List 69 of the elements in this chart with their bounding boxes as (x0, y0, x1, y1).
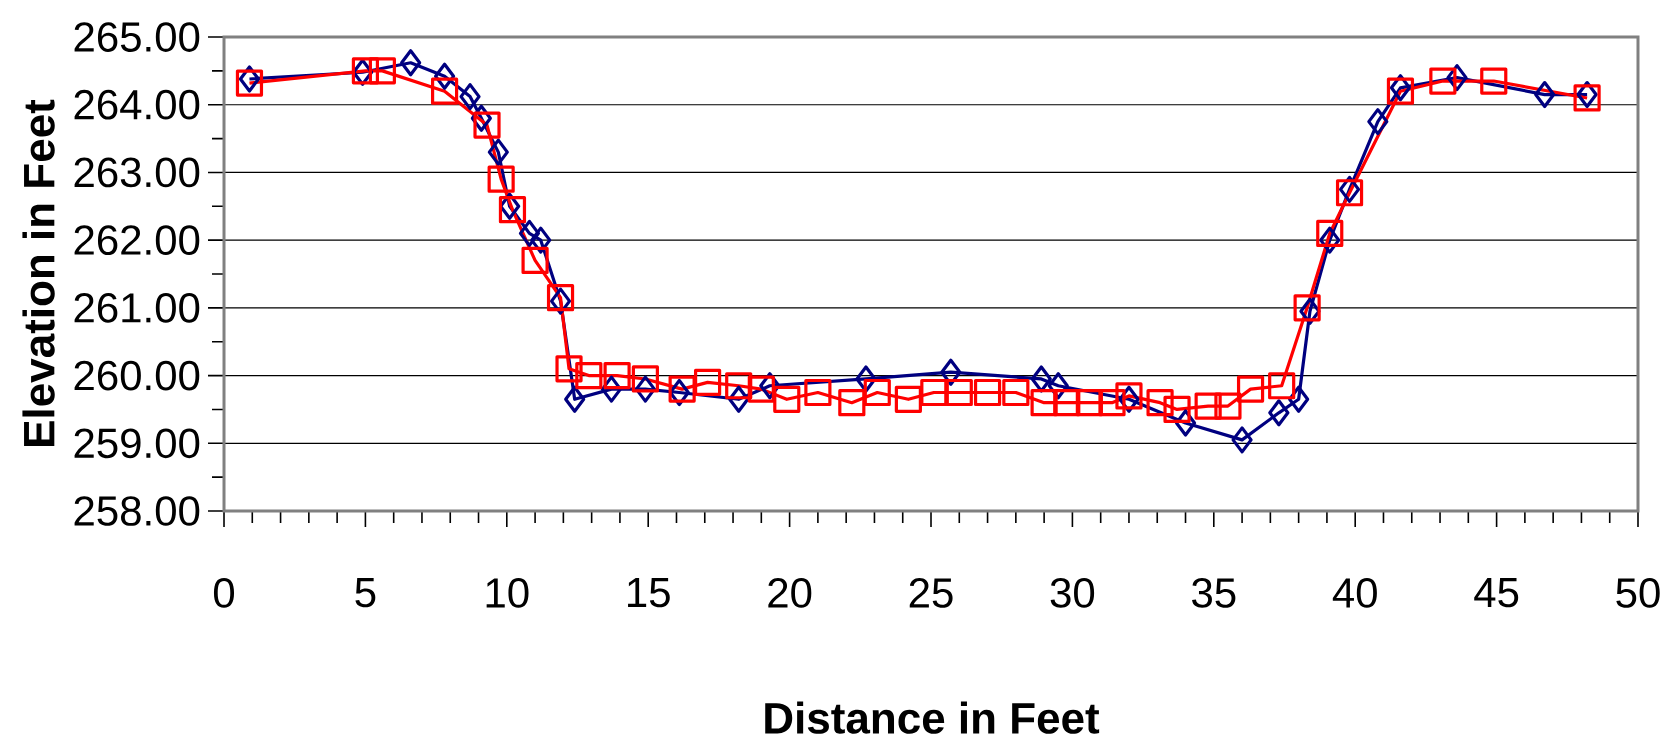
point (1053, 389, 1081, 417)
point (1316, 219, 1344, 247)
point (1030, 389, 1058, 417)
y-tick-label: 264.00 (74, 89, 200, 120)
point (1214, 392, 1242, 420)
point (1429, 67, 1457, 95)
x-axis-title: Distance in Feet (765, 701, 1100, 734)
point (1480, 67, 1508, 95)
point (400, 49, 422, 77)
point (555, 355, 583, 383)
x-tick-label: 0 (213, 578, 235, 608)
y-tick-label: 262.00 (74, 225, 200, 256)
point (368, 57, 396, 85)
y-tick-label: 261.00 (74, 293, 200, 323)
point (1163, 395, 1191, 424)
point (498, 196, 527, 224)
y-tick-label: 259.00 (74, 428, 200, 459)
point (351, 57, 380, 85)
y-axis-title: Elevation in Feet (22, 99, 55, 446)
point (631, 365, 659, 393)
point (518, 219, 541, 247)
x-tick-label: 40 (1332, 578, 1377, 608)
x-tick-label: 30 (1050, 578, 1095, 608)
point (747, 375, 775, 403)
x-tick-label: 15 (628, 578, 670, 608)
point (487, 165, 515, 193)
point (894, 385, 922, 413)
point (1194, 392, 1222, 420)
point (1534, 80, 1556, 109)
point (1268, 372, 1296, 400)
point (920, 378, 948, 407)
point (575, 361, 603, 390)
x-tick-label: 20 (768, 578, 812, 608)
point (1075, 389, 1103, 417)
x-tick-label: 50 (1616, 578, 1660, 608)
point (945, 378, 973, 407)
point (1002, 378, 1030, 407)
point (668, 375, 696, 403)
y-tick-label: 265.00 (74, 22, 200, 52)
x-tick-label: 25 (909, 578, 953, 608)
point (521, 246, 549, 275)
x-tick-label: 45 (1474, 578, 1519, 608)
point (804, 378, 832, 407)
point (473, 111, 501, 139)
x-tick-label: 35 (1192, 578, 1236, 608)
point (1146, 389, 1174, 417)
point (564, 385, 586, 413)
point (773, 385, 801, 413)
point (1098, 389, 1126, 417)
point (863, 378, 891, 407)
x-tick-label: 5 (355, 578, 376, 608)
point (1367, 108, 1389, 136)
point (725, 372, 753, 400)
point (603, 361, 631, 390)
y-tick-label: 263.00 (74, 157, 200, 188)
point (838, 389, 866, 417)
point (1236, 375, 1265, 403)
point (459, 83, 481, 111)
point (1268, 399, 1290, 427)
y-tick-label: 260.00 (74, 360, 200, 391)
point (1293, 294, 1321, 322)
point (973, 378, 1002, 407)
x-tick-label: 10 (486, 578, 529, 608)
point (430, 77, 459, 105)
point (487, 138, 509, 166)
y-tick-label: 258.00 (74, 496, 200, 526)
point (1030, 365, 1052, 393)
point (1231, 426, 1253, 454)
point (693, 368, 722, 396)
